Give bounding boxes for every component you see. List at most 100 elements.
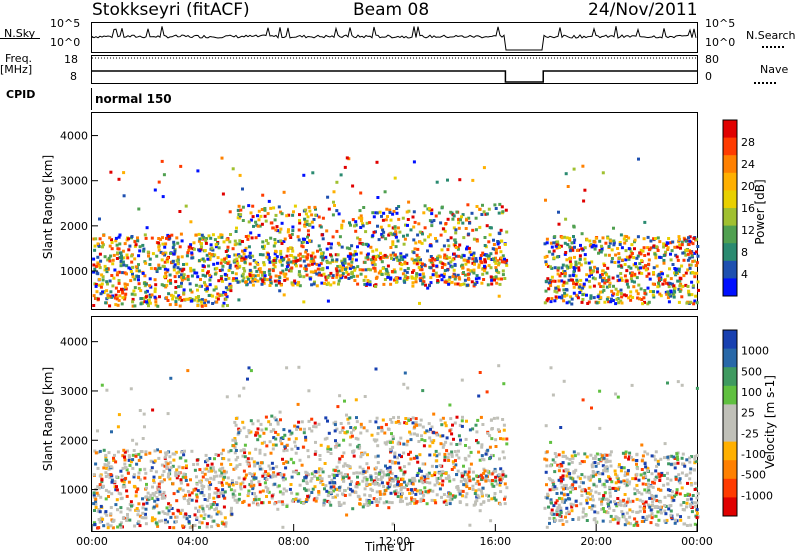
power-cell xyxy=(116,251,119,255)
power-cell xyxy=(125,253,129,257)
velocity-cell xyxy=(233,498,237,502)
velocity-cell xyxy=(144,452,148,456)
velocity-cell xyxy=(144,471,148,475)
velocity-cell xyxy=(337,500,341,504)
power-cell xyxy=(279,210,283,214)
velocity-cell xyxy=(601,464,605,468)
power-cell xyxy=(380,260,384,264)
power-cell xyxy=(289,269,293,273)
velocity-cell xyxy=(402,465,406,469)
power-cell xyxy=(454,228,458,232)
velocity-cell xyxy=(364,476,368,479)
velocity-cell xyxy=(399,468,403,472)
power-cell xyxy=(359,272,363,276)
power-ylabel: Slant Range [km] xyxy=(41,154,55,260)
velocity-cell xyxy=(319,443,323,447)
power-cell xyxy=(371,249,375,253)
power-cell xyxy=(161,252,165,256)
velocity-cell xyxy=(317,422,321,426)
velocity-cell xyxy=(185,464,188,468)
power-cell xyxy=(343,165,347,169)
power-cell xyxy=(602,288,606,292)
power-cell xyxy=(272,244,276,248)
power-cell xyxy=(380,273,384,276)
power-cell xyxy=(642,296,646,300)
velocity-cell xyxy=(281,436,285,439)
power-cell xyxy=(131,297,135,301)
power-cell xyxy=(391,240,395,244)
velocity-cell xyxy=(203,472,207,476)
power-cell xyxy=(253,274,257,278)
velocity-cell xyxy=(220,474,224,478)
power-cell xyxy=(284,268,288,272)
power-cell xyxy=(581,298,585,301)
power-cell xyxy=(131,300,135,304)
power-cell xyxy=(474,216,478,220)
power-cell xyxy=(672,295,676,299)
power-cell xyxy=(381,266,385,270)
velocity-cell xyxy=(300,501,304,504)
power-cell xyxy=(168,303,172,307)
velocity-cell xyxy=(599,452,603,456)
power-cell xyxy=(159,237,162,241)
velocity-cell xyxy=(234,481,238,485)
velocity-cell xyxy=(452,478,456,482)
power-cell xyxy=(294,256,298,260)
velocity-cell xyxy=(565,506,569,510)
power-cell xyxy=(581,293,585,297)
velocity-cell xyxy=(597,458,601,461)
velocity-cell xyxy=(409,450,412,454)
power-cell xyxy=(669,258,673,262)
power-cell xyxy=(92,263,96,267)
velocity-cell xyxy=(625,511,629,515)
power-cell xyxy=(330,242,333,246)
power-cell xyxy=(123,297,127,301)
power-cell xyxy=(649,246,653,250)
velocity-cell xyxy=(677,479,681,483)
velocity-cell xyxy=(686,481,689,485)
power-cell xyxy=(412,160,416,164)
velocity-cell xyxy=(384,442,388,446)
velocity-cell xyxy=(365,479,369,483)
velocity-cell xyxy=(328,481,332,485)
power-cell xyxy=(429,276,433,280)
power-cell xyxy=(215,266,219,270)
power-cell xyxy=(143,260,147,264)
velocity-cell xyxy=(205,458,209,462)
velocity-cell xyxy=(594,454,598,458)
velocity-cell xyxy=(643,510,646,514)
velocity-cell xyxy=(205,467,209,471)
velocity-cell xyxy=(347,486,350,490)
power-cell xyxy=(383,253,387,257)
velocity-cell xyxy=(463,470,467,474)
velocity-cell xyxy=(562,484,566,488)
velocity-cell xyxy=(310,491,314,494)
power-cell xyxy=(131,272,134,276)
power-cell xyxy=(432,269,436,273)
velocity-cell xyxy=(693,457,697,461)
velocity-cell xyxy=(685,473,689,477)
velocity-cell xyxy=(165,466,169,470)
power-cell xyxy=(224,293,228,297)
power-cell xyxy=(236,208,240,212)
velocity-cell xyxy=(168,505,172,509)
power-cell xyxy=(433,258,437,262)
velocity-cell xyxy=(158,490,162,494)
power-cell xyxy=(652,244,656,248)
velocity-cell xyxy=(324,416,328,420)
velocity-cell xyxy=(614,489,618,492)
velocity-cell xyxy=(471,488,475,491)
power-cell xyxy=(695,237,699,241)
power-cell xyxy=(580,247,584,251)
velocity-cell xyxy=(315,496,319,500)
power-cell xyxy=(684,239,688,243)
power-cell xyxy=(443,280,447,284)
power-cell xyxy=(668,267,671,271)
power-cell xyxy=(258,267,262,271)
power-cell xyxy=(592,284,596,288)
velocity-cell xyxy=(274,430,278,434)
power-cell xyxy=(555,246,559,250)
nave-tick-high: 80 xyxy=(705,53,719,66)
velocity-cell xyxy=(223,471,227,475)
velocity-cell xyxy=(642,506,646,510)
